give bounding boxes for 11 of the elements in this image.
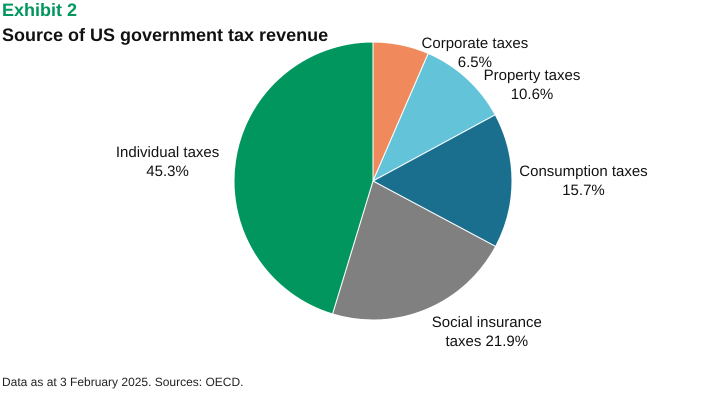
slice-label: Corporate taxes bbox=[422, 35, 528, 52]
chart-title: Exhibit 2 bbox=[2, 0, 78, 20]
text: Data as at 3 February 2025. Sources: OECD. bbox=[2, 375, 244, 389]
slice-label: Social insurance taxes 21.9% bbox=[432, 314, 542, 350]
data-label: 10.6% bbox=[510, 86, 554, 103]
slice-label: Property taxes bbox=[484, 66, 580, 84]
data-label: 15.7% bbox=[562, 182, 605, 200]
slice-label: Individual taxes bbox=[116, 144, 220, 162]
chart-subtitle: Source of US government tax revenue bbox=[2, 25, 328, 45]
slice-label: Consumption taxes bbox=[519, 163, 648, 180]
data-label: 45.3% bbox=[146, 163, 189, 180]
